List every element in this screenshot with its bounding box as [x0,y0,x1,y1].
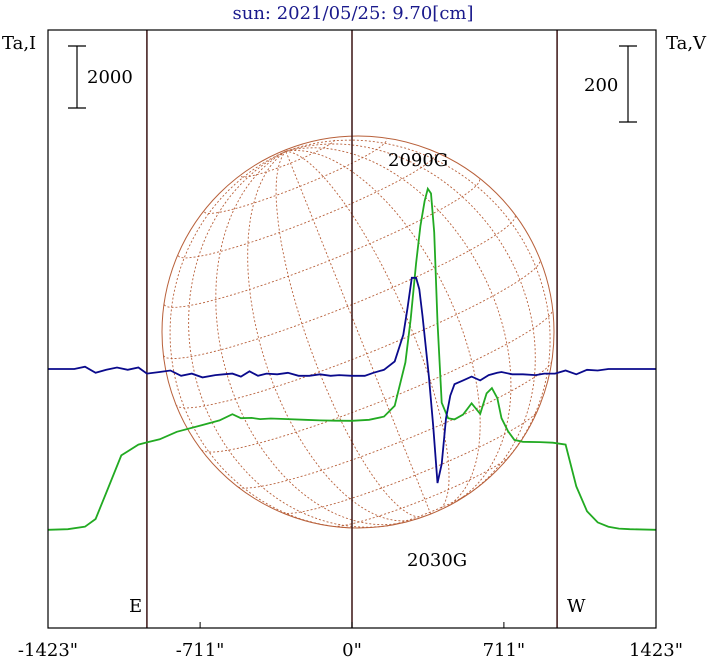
solar-disc [161,135,555,529]
solar-meridian-line [275,151,424,518]
solar-parallel-line [204,139,388,214]
series-line-intensity [47,186,657,531]
solar-meridian-line [247,150,417,522]
left-scale-bar-label: 2000 [87,67,133,88]
solar-meridian-line [285,150,481,509]
x-tick-label: 0" [342,640,362,661]
west-limb-label: W [567,596,586,617]
solar-parallel-line [177,152,437,259]
solar-meridian-line [285,139,551,464]
solar-limb-circle [161,135,555,529]
solar-parallel-line [163,178,481,308]
left-axis-label: Ta,I [2,33,36,54]
x-tick-label: 1423" [629,640,683,661]
solar-parallel-line [333,455,510,527]
solar-parallel-line [237,361,553,489]
annotation-peak-positive: 2090G [388,150,448,171]
solar-meridian-line [215,150,404,526]
solar-parallel-line [282,411,538,514]
limb-center-markers [146,30,558,628]
left-scale-bar [68,45,86,109]
east-limb-label: E [129,596,142,617]
right-axis-label: Ta,V [666,33,707,54]
solar-meridian-line [285,143,536,494]
solar-parallel-line [386,491,471,527]
annotation-peak-negative: 2030G [407,550,467,571]
chart-title: sun: 2021/05/25: 9.70[cm] [232,3,473,24]
x-tick-label: -1423" [18,640,78,661]
right-scale-bar [619,45,637,123]
solar-parallel-line [163,214,516,359]
solar-meridian-line [285,150,450,512]
solar-parallel-line [175,259,541,409]
solar-meridian-line [285,147,512,502]
x-tick-label: -711" [176,640,225,661]
right-scale-bar-label: 200 [584,75,618,96]
x-tick-label: 711" [483,640,526,661]
solar-parallel-line [201,309,554,453]
series-line-polarization [48,276,656,484]
solar-meridian-line [169,150,344,528]
solar-meridian-line [188,150,389,528]
x-axis-ticks: -1423" -711" 0" 711" 1423" [18,622,683,661]
